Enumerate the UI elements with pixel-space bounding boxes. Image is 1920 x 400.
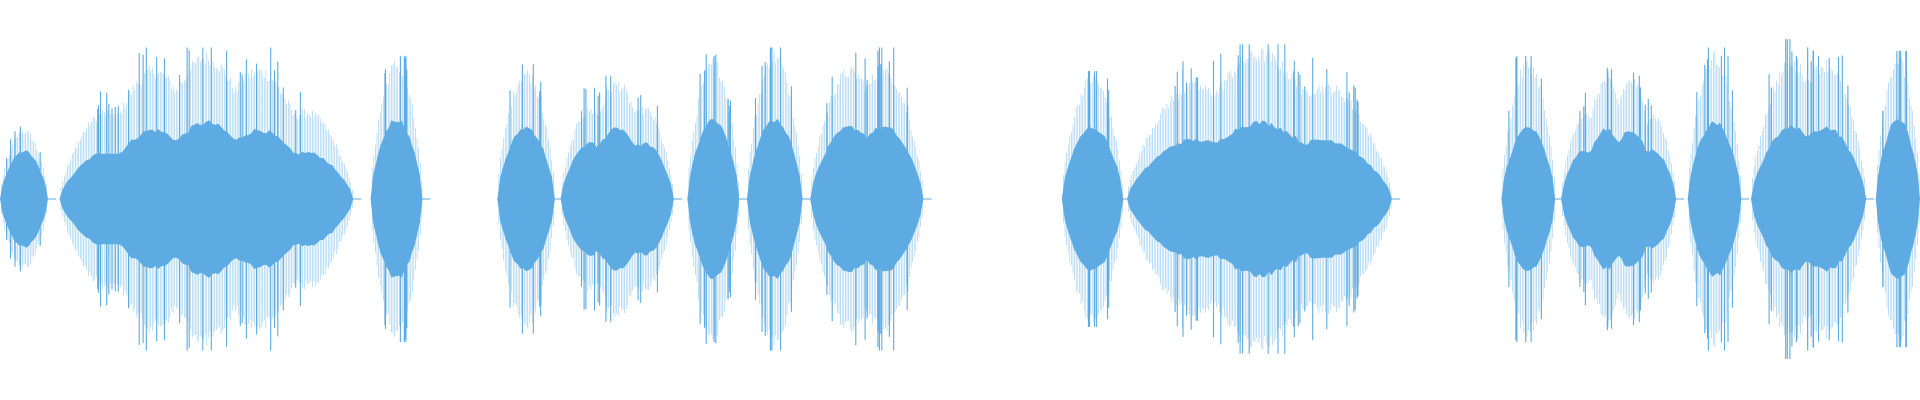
waveform-segment-9 [1061,71,1132,327]
waveform-segment-12 [1561,67,1685,331]
waveform-segment-10 [1127,44,1400,354]
waveform-segment-2 [59,47,362,351]
waveform-segment-14 [1751,39,1875,359]
waveform-segment-15 [1875,50,1920,348]
waveform-segment-7 [746,47,811,351]
waveform-segment-6 [687,54,748,344]
waveform-segment-4 [497,64,563,334]
waveform-segment-1 [0,126,56,272]
waveform-segment-8 [810,47,932,351]
waveform-segment-3 [370,55,431,343]
waveform-segment-5 [560,76,682,322]
waveform-segment-13 [1687,47,1750,351]
waveform-segment-11 [1501,55,1564,343]
